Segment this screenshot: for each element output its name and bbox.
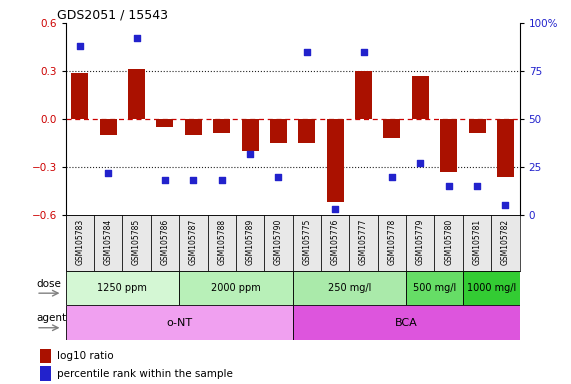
Bar (463, 271, 520, 305)
Bar (440, 119, 457, 172)
Bar (185, 119, 202, 135)
Point (501, 202, 510, 209)
Point (217, 177, 226, 184)
Bar (293, 305, 520, 340)
Bar (327, 119, 344, 202)
FancyBboxPatch shape (264, 215, 293, 271)
Text: GSM105779: GSM105779 (416, 218, 425, 265)
Text: 1000 mg/l: 1000 mg/l (467, 283, 516, 293)
Text: BCA: BCA (395, 318, 417, 328)
Text: percentile rank within the sample: percentile rank within the sample (57, 369, 232, 379)
FancyBboxPatch shape (236, 215, 264, 271)
Text: GSM105782: GSM105782 (501, 218, 510, 265)
FancyBboxPatch shape (463, 215, 491, 271)
Point (160, 177, 170, 184)
Text: GSM105776: GSM105776 (331, 218, 340, 265)
Bar (66, 305, 292, 340)
Bar (497, 119, 514, 177)
Bar (406, 271, 463, 305)
Text: GSM105786: GSM105786 (160, 218, 170, 265)
Text: GSM105778: GSM105778 (388, 218, 396, 265)
Bar (242, 119, 259, 151)
FancyBboxPatch shape (349, 215, 378, 271)
FancyBboxPatch shape (151, 215, 179, 271)
Text: GSM105775: GSM105775 (302, 218, 311, 265)
Point (472, 183, 481, 189)
Point (416, 160, 425, 166)
Text: GSM105788: GSM105788 (217, 218, 226, 265)
Text: GSM105783: GSM105783 (75, 218, 85, 265)
Text: 1250 ppm: 1250 ppm (98, 283, 147, 293)
Text: GSM105777: GSM105777 (359, 218, 368, 265)
FancyBboxPatch shape (94, 215, 122, 271)
FancyBboxPatch shape (122, 215, 151, 271)
Point (274, 174, 283, 180)
Bar (355, 71, 372, 119)
Text: GSM105780: GSM105780 (444, 218, 453, 265)
FancyBboxPatch shape (293, 215, 321, 271)
Bar (213, 119, 230, 134)
Text: GSM105790: GSM105790 (274, 218, 283, 265)
Text: 500 mg/l: 500 mg/l (413, 283, 456, 293)
Point (189, 177, 198, 184)
Point (331, 206, 340, 212)
Bar (128, 70, 145, 119)
FancyBboxPatch shape (179, 215, 207, 271)
Text: dose: dose (36, 279, 61, 289)
FancyBboxPatch shape (406, 215, 435, 271)
Text: GSM105789: GSM105789 (246, 218, 255, 265)
Bar (100, 119, 116, 135)
Text: o-NT: o-NT (166, 318, 192, 328)
Point (104, 170, 113, 176)
Bar (71, 73, 89, 119)
Text: GSM105787: GSM105787 (189, 218, 198, 265)
Bar (469, 119, 485, 134)
Bar (179, 271, 292, 305)
Text: 250 mg/l: 250 mg/l (328, 283, 371, 293)
FancyBboxPatch shape (207, 215, 236, 271)
Bar (298, 119, 315, 143)
FancyBboxPatch shape (491, 215, 520, 271)
Point (444, 183, 453, 189)
Text: GSM105785: GSM105785 (132, 218, 141, 265)
FancyBboxPatch shape (321, 215, 349, 271)
Point (302, 49, 311, 55)
Point (387, 174, 396, 180)
Bar (412, 76, 429, 119)
Bar (39, 349, 51, 363)
Bar (39, 366, 51, 381)
Bar (270, 119, 287, 143)
Point (132, 35, 141, 41)
Text: GSM105781: GSM105781 (473, 218, 481, 265)
Bar (384, 119, 400, 138)
FancyBboxPatch shape (378, 215, 406, 271)
Bar (156, 119, 174, 127)
Text: GSM105784: GSM105784 (104, 218, 112, 265)
Point (246, 151, 255, 157)
Text: log10 ratio: log10 ratio (57, 351, 114, 361)
FancyBboxPatch shape (66, 215, 94, 271)
Point (75, 43, 85, 49)
Bar (66, 271, 179, 305)
Bar (293, 271, 406, 305)
Text: agent: agent (36, 313, 66, 323)
Point (359, 49, 368, 55)
Text: 2000 ppm: 2000 ppm (211, 283, 261, 293)
Text: GDS2051 / 15543: GDS2051 / 15543 (57, 9, 167, 22)
FancyBboxPatch shape (435, 215, 463, 271)
